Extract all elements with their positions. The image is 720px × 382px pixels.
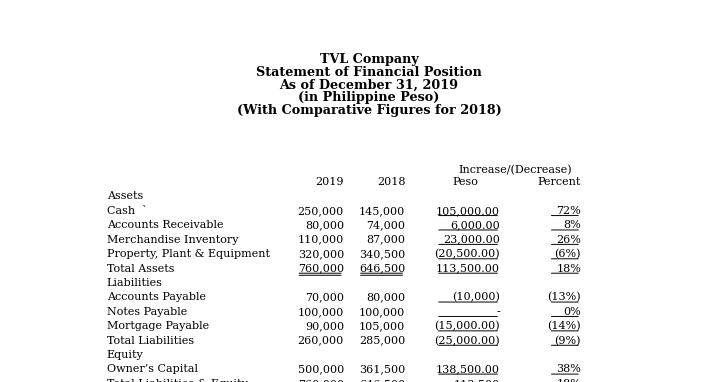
Text: Total Assets: Total Assets [107, 264, 174, 274]
Text: As of December 31, 2019: As of December 31, 2019 [279, 78, 459, 92]
Text: 2018: 2018 [377, 177, 405, 187]
Text: 90,000: 90,000 [305, 321, 344, 331]
Text: 100,000: 100,000 [297, 307, 344, 317]
Text: 26%: 26% [556, 235, 581, 245]
Text: Total Liabilities: Total Liabilities [107, 335, 194, 346]
Text: (6%): (6%) [554, 249, 581, 259]
Text: 145,000: 145,000 [359, 206, 405, 216]
Text: 110,000: 110,000 [297, 235, 344, 245]
Text: 138,500.00: 138,500.00 [436, 364, 500, 374]
Text: (in Philippine Peso): (in Philippine Peso) [298, 91, 440, 104]
Text: 80,000: 80,000 [366, 292, 405, 302]
Text: (With Comparative Figures for 2018): (With Comparative Figures for 2018) [237, 104, 501, 117]
Text: 18%: 18% [556, 264, 581, 274]
Text: Liabilities: Liabilities [107, 278, 163, 288]
Text: Statement of Financial Position: Statement of Financial Position [256, 66, 482, 79]
Text: 113,500: 113,500 [454, 379, 500, 382]
Text: 340,500: 340,500 [359, 249, 405, 259]
Text: (15,000.00): (15,000.00) [434, 321, 500, 332]
Text: (13%): (13%) [547, 292, 581, 303]
Text: 100,000: 100,000 [359, 307, 405, 317]
Text: 70,000: 70,000 [305, 292, 344, 302]
Text: 38%: 38% [556, 364, 581, 374]
Text: 500,000: 500,000 [297, 364, 344, 374]
Text: 250,000: 250,000 [297, 206, 344, 216]
Text: 6,000.00: 6,000.00 [451, 220, 500, 230]
Text: (25,000.00): (25,000.00) [434, 335, 500, 346]
Text: 8%: 8% [563, 220, 581, 230]
Text: 320,000: 320,000 [297, 249, 344, 259]
Text: 18%: 18% [556, 379, 581, 382]
Text: Cash  `: Cash ` [107, 206, 148, 216]
Text: Property, Plant & Equipment: Property, Plant & Equipment [107, 249, 270, 259]
Text: (20,500.00): (20,500.00) [434, 249, 500, 259]
Text: Accounts Payable: Accounts Payable [107, 292, 206, 302]
Text: Mortgage Payable: Mortgage Payable [107, 321, 209, 331]
Text: 2019: 2019 [315, 177, 344, 187]
Text: Notes Payable: Notes Payable [107, 307, 187, 317]
Text: 260,000: 260,000 [297, 335, 344, 346]
Text: TVL Company: TVL Company [320, 53, 418, 66]
Text: Peso: Peso [452, 177, 478, 187]
Text: 105,000.00: 105,000.00 [436, 206, 500, 216]
Text: 113,500.00: 113,500.00 [436, 264, 500, 274]
Text: (10,000): (10,000) [452, 292, 500, 303]
Text: 87,000: 87,000 [366, 235, 405, 245]
Text: 74,000: 74,000 [366, 220, 405, 230]
Text: 646,500: 646,500 [359, 379, 405, 382]
Text: 80,000: 80,000 [305, 220, 344, 230]
Text: -: - [496, 307, 500, 317]
Text: Total Liabilities & Equity: Total Liabilities & Equity [107, 379, 248, 382]
Text: Percent: Percent [538, 177, 581, 187]
Text: Merchandise Inventory: Merchandise Inventory [107, 235, 238, 245]
Text: 23,000.00: 23,000.00 [444, 235, 500, 245]
Text: 361,500: 361,500 [359, 364, 405, 374]
Text: 0%: 0% [563, 307, 581, 317]
Text: 760,000: 760,000 [298, 379, 344, 382]
Text: (9%): (9%) [554, 335, 581, 346]
Text: Owner’s Capital: Owner’s Capital [107, 364, 198, 374]
Text: Equity: Equity [107, 350, 143, 360]
Text: 285,000: 285,000 [359, 335, 405, 346]
Text: 72%: 72% [557, 206, 581, 216]
Text: Accounts Receivable: Accounts Receivable [107, 220, 223, 230]
Text: 760,000: 760,000 [298, 264, 344, 274]
Text: 105,000: 105,000 [359, 321, 405, 331]
Text: Assets: Assets [107, 191, 143, 201]
Text: (14%): (14%) [547, 321, 581, 332]
Text: 646,500: 646,500 [359, 264, 405, 274]
Text: Increase/(Decrease): Increase/(Decrease) [459, 165, 572, 175]
